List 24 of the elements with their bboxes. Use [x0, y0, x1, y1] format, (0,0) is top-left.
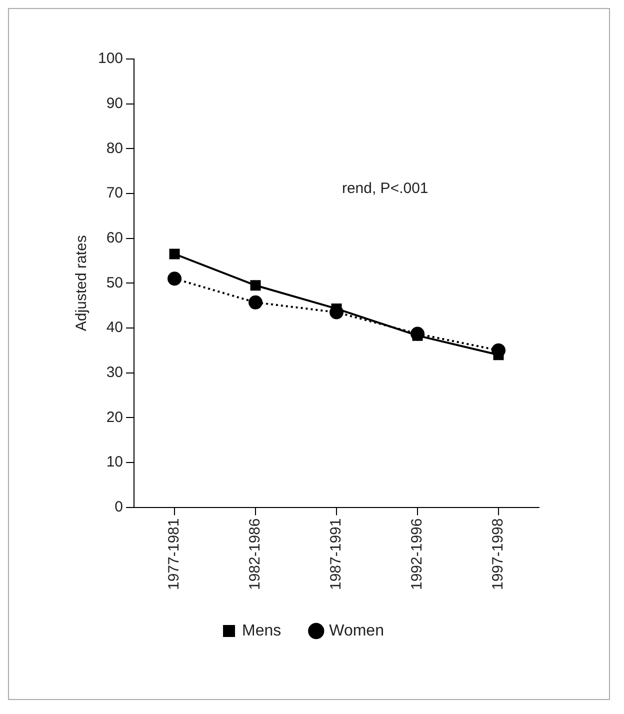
- legend-label: Women: [329, 622, 384, 640]
- point: [169, 248, 180, 260]
- x-tick-label: 1987-1991: [328, 518, 345, 590]
- y-tick-label: 30: [106, 364, 124, 381]
- point: [168, 272, 182, 286]
- y-tick-label: 0: [114, 498, 124, 516]
- y-tick-label: 80: [106, 140, 124, 157]
- y-tick-label: 60: [106, 229, 124, 246]
- y-tick-label: 10: [106, 454, 124, 471]
- x-tick-label: 1977-1981: [166, 518, 183, 590]
- y-axis-title: Adjusted rates: [73, 235, 90, 332]
- legend-label: Mens: [242, 622, 282, 640]
- y-tick-label: 40: [106, 319, 124, 336]
- x-tick-label: 1982-1986: [246, 518, 264, 590]
- x-tick-label: 1997-1998: [490, 518, 507, 590]
- x-tick-label: 1992-1996: [408, 518, 426, 590]
- y-tick-label: 70: [106, 184, 124, 202]
- y-tick-label: 100: [98, 50, 124, 68]
- point: [250, 280, 261, 291]
- y-tick-label: 90: [106, 94, 124, 112]
- y-tick-label: 50: [106, 274, 124, 292]
- point: [248, 295, 263, 310]
- y-tick-label: 20: [106, 408, 124, 426]
- annotation: rend, P<.001: [342, 180, 428, 198]
